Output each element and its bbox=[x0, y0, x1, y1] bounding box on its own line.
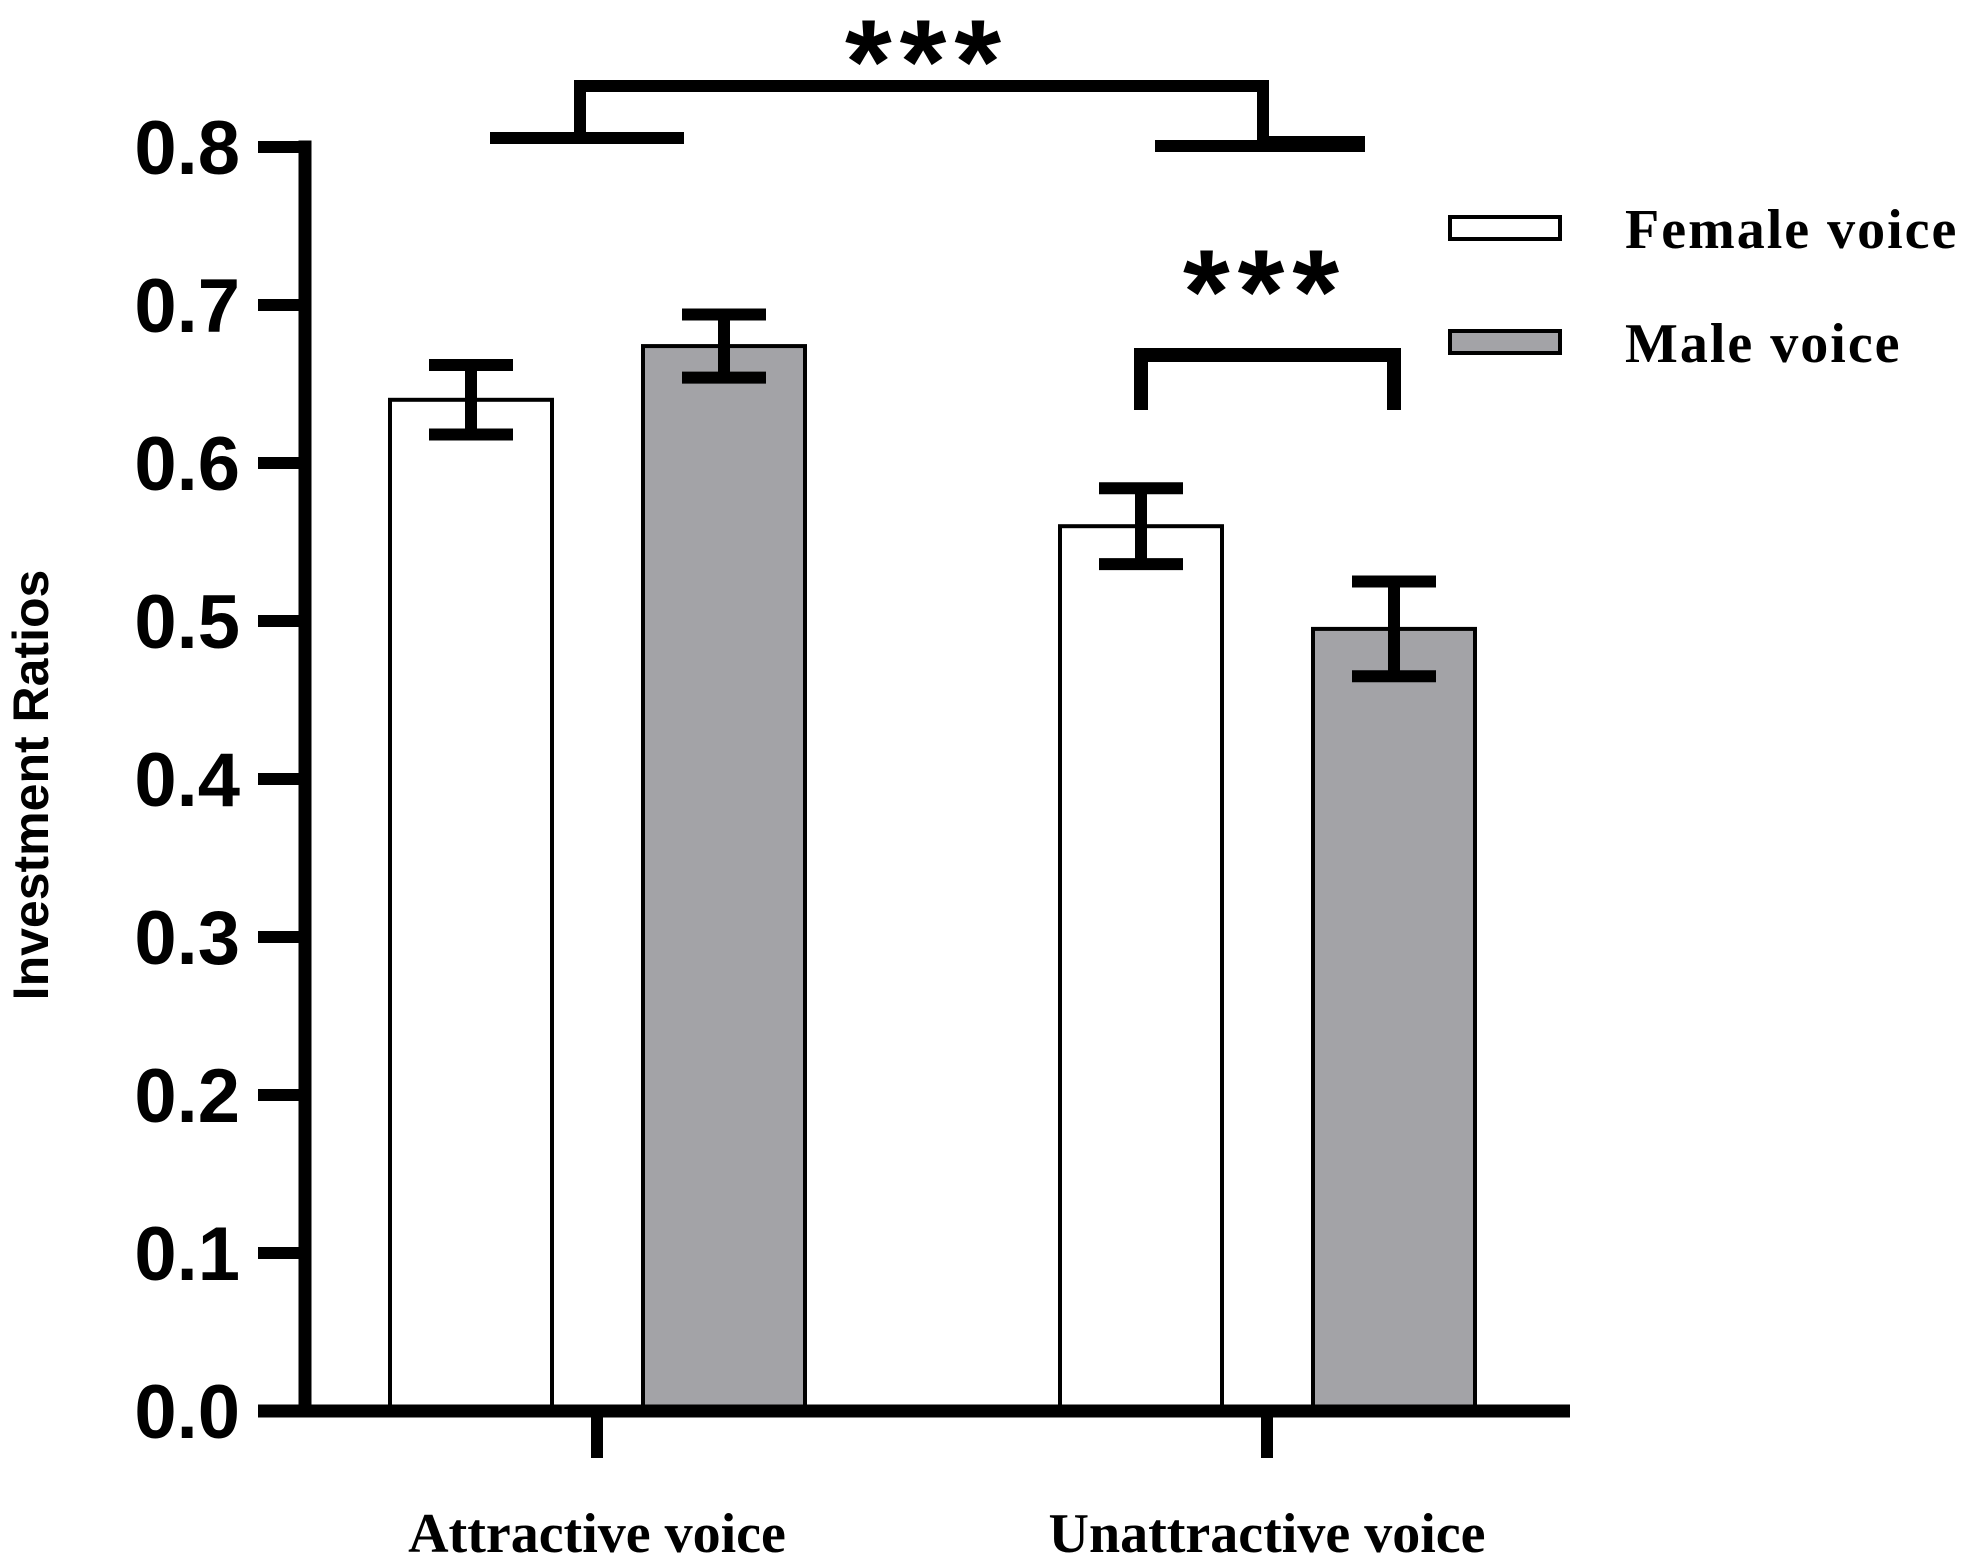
y-tick-label: 0.2 bbox=[134, 1054, 240, 1139]
bar-male-attractive bbox=[641, 344, 807, 1414]
bars bbox=[388, 308, 1477, 1414]
error-bar bbox=[1352, 575, 1436, 683]
legend-swatch-female bbox=[1448, 215, 1562, 241]
legend: Female voice Male voice bbox=[1448, 199, 1958, 375]
legend-label: Female voice bbox=[1625, 199, 1958, 261]
bar-female-unattractive bbox=[1058, 524, 1224, 1413]
y-axis-ticks: 0.0 0.1 0.2 0.3 0.4 0.5 0.6 0.7 0.8 bbox=[134, 106, 305, 1455]
significance-bracket-gender bbox=[1134, 348, 1401, 410]
y-tick-label: 0.1 bbox=[134, 1212, 240, 1297]
significance-annotations: *** *** bbox=[490, 0, 1401, 410]
error-bar bbox=[1099, 482, 1183, 571]
y-tick-label: 0.0 bbox=[134, 1370, 240, 1455]
x-category-label: Attractive voice bbox=[408, 1503, 786, 1562]
y-tick-label: 0.7 bbox=[134, 264, 240, 349]
significance-stars-top: *** bbox=[845, 0, 1009, 129]
y-axis-label: Investment Ratios bbox=[3, 570, 59, 1001]
bar-female-attractive bbox=[388, 397, 554, 1413]
x-axis-categories: Attractive voice Unattractive voice bbox=[408, 1411, 1485, 1562]
y-tick-label: 0.3 bbox=[134, 896, 240, 981]
significance-stars-gender: *** bbox=[1183, 225, 1347, 359]
y-tick-label: 0.5 bbox=[134, 580, 240, 665]
bar-male-unattractive bbox=[1311, 626, 1477, 1413]
y-tick-label: 0.4 bbox=[134, 738, 240, 823]
error-bar bbox=[429, 359, 513, 441]
axes bbox=[258, 140, 1570, 1418]
error-bar bbox=[682, 308, 766, 384]
legend-label: Male voice bbox=[1625, 313, 1902, 375]
y-tick-label: 0.6 bbox=[134, 422, 240, 507]
legend-swatch-male bbox=[1448, 329, 1562, 355]
x-category-label: Unattractive voice bbox=[1049, 1503, 1486, 1562]
y-tick-label: 0.8 bbox=[134, 106, 240, 191]
